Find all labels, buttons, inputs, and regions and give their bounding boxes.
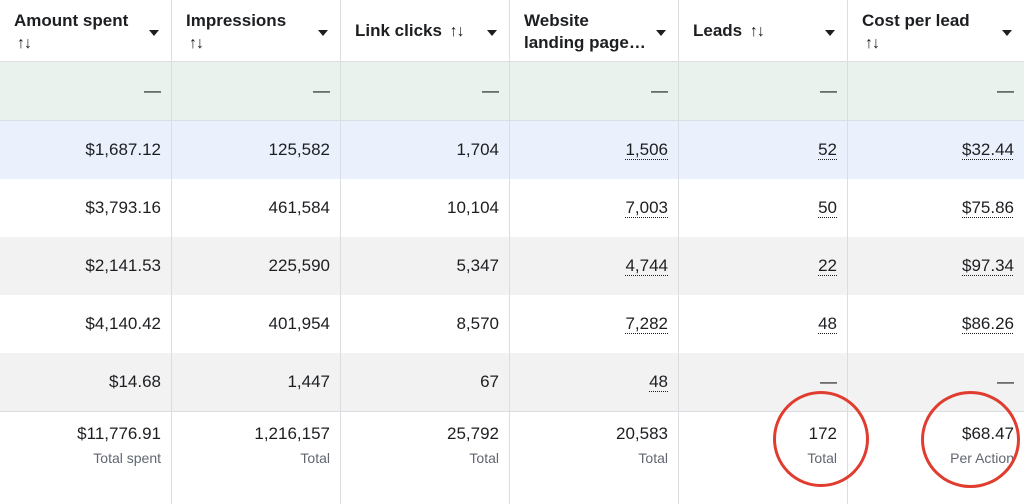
total-cell: 20,583 Total <box>510 412 679 504</box>
total-value: $11,776.91 <box>77 424 161 443</box>
summary-row: — — — — — — <box>0 62 1024 121</box>
sort-icon[interactable]: ↑↓ <box>189 35 204 52</box>
total-cell: 1,216,157 Total <box>172 412 341 504</box>
cell-leads: — <box>820 372 837 391</box>
cell-amount-spent: $4,140.42 <box>0 295 172 353</box>
cell-landing-page-views[interactable]: 48 <box>649 372 668 391</box>
total-label: Total spent <box>93 450 161 466</box>
empty-value: — <box>482 81 499 100</box>
cell-leads[interactable]: 50 <box>818 198 837 217</box>
total-cell: $11,776.91 Total spent <box>0 412 172 504</box>
col-header-label: Cost per lead <box>862 11 970 30</box>
cell-impressions: 125,582 <box>172 121 341 179</box>
total-value: 172 <box>808 424 837 443</box>
total-value: 20,583 <box>616 424 668 443</box>
chevron-down-icon[interactable] <box>1002 30 1012 36</box>
total-value: $68.47 <box>962 424 1014 443</box>
total-label: Total <box>300 450 330 466</box>
col-header-label: Website landing page… <box>524 11 646 52</box>
chevron-down-icon[interactable] <box>149 30 159 36</box>
total-label: Total <box>807 450 837 466</box>
col-header-link-clicks[interactable]: Link clicks ↑↓ <box>341 0 510 61</box>
empty-value: — <box>144 81 161 100</box>
col-header-leads[interactable]: Leads ↑↓ <box>679 0 848 61</box>
col-header-label: Link clicks <box>355 21 442 40</box>
cell-link-clicks: 10,104 <box>341 179 510 237</box>
cell-amount-spent: $2,141.53 <box>0 237 172 295</box>
cell-impressions: 1,447 <box>172 353 341 411</box>
cell-cost-per-lead: — <box>997 372 1014 391</box>
cell-link-clicks: 8,570 <box>341 295 510 353</box>
sort-icon[interactable]: ↑↓ <box>17 35 32 52</box>
table-header: Amount spent ↑↓ Impressions ↑↓ Link clicks… <box>0 0 1024 62</box>
total-label: Per Action <box>950 450 1014 466</box>
chevron-down-icon[interactable] <box>487 30 497 36</box>
cell-leads[interactable]: 48 <box>818 314 837 333</box>
cell-landing-page-views[interactable]: 7,003 <box>625 198 668 217</box>
sort-icon[interactable]: ↑↓ <box>865 35 880 52</box>
chevron-down-icon[interactable] <box>825 30 835 36</box>
empty-value: — <box>651 81 668 100</box>
cell-impressions: 461,584 <box>172 179 341 237</box>
col-header-impressions[interactable]: Impressions ↑↓ <box>172 0 341 61</box>
col-header-cost-per-lead[interactable]: Cost per lead ↑↓ <box>848 0 1024 61</box>
cell-cost-per-lead[interactable]: $32.44 <box>962 140 1014 159</box>
col-header-website-landing-page[interactable]: Website landing page… <box>510 0 679 61</box>
cell-link-clicks: 5,347 <box>341 237 510 295</box>
cell-link-clicks: 1,704 <box>341 121 510 179</box>
col-header-amount-spent[interactable]: Amount spent ↑↓ <box>0 0 172 61</box>
cell-landing-page-views[interactable]: 4,744 <box>625 256 668 275</box>
total-value: 25,792 <box>447 424 499 443</box>
totals-row: $11,776.91 Total spent 1,216,157 Total 2… <box>0 411 1024 504</box>
total-value: 1,216,157 <box>254 424 330 443</box>
empty-value: — <box>997 81 1014 100</box>
chevron-down-icon[interactable] <box>318 30 328 36</box>
sort-icon[interactable]: ↑↓ <box>749 23 765 40</box>
chevron-down-icon[interactable] <box>656 30 666 36</box>
empty-value: — <box>820 81 837 100</box>
cell-link-clicks: 67 <box>341 353 510 411</box>
total-cell: 25,792 Total <box>341 412 510 504</box>
table-row[interactable]: $4,140.42 401,954 8,570 7,282 48 $86.26 <box>0 295 1024 353</box>
col-header-label: Leads <box>693 21 743 40</box>
cell-amount-spent: $1,687.12 <box>0 121 172 179</box>
table-row[interactable]: $1,687.12 125,582 1,704 1,506 52 $32.44 <box>0 121 1024 179</box>
cell-cost-per-lead[interactable]: $86.26 <box>962 314 1014 333</box>
total-cell: $68.47 Per Action <box>848 412 1024 504</box>
cell-impressions: 225,590 <box>172 237 341 295</box>
cell-cost-per-lead[interactable]: $75.86 <box>962 198 1014 217</box>
empty-value: — <box>313 81 330 100</box>
sort-icon[interactable]: ↑↓ <box>449 23 465 40</box>
cell-amount-spent: $14.68 <box>0 353 172 411</box>
total-label: Total <box>469 450 499 466</box>
total-cell: 172 Total <box>679 412 848 504</box>
table-row[interactable]: $14.68 1,447 67 48 — — <box>0 353 1024 411</box>
col-header-label: Impressions <box>186 11 287 30</box>
total-label: Total <box>638 450 668 466</box>
cell-cost-per-lead[interactable]: $97.34 <box>962 256 1014 275</box>
col-header-label: Amount spent <box>14 11 129 30</box>
table-row[interactable]: $3,793.16 461,584 10,104 7,003 50 $75.86 <box>0 179 1024 237</box>
cell-landing-page-views[interactable]: 7,282 <box>625 314 668 333</box>
cell-amount-spent: $3,793.16 <box>0 179 172 237</box>
cell-leads[interactable]: 22 <box>818 256 837 275</box>
cell-landing-page-views[interactable]: 1,506 <box>625 140 668 159</box>
cell-impressions: 401,954 <box>172 295 341 353</box>
cell-leads[interactable]: 52 <box>818 140 837 159</box>
table-row[interactable]: $2,141.53 225,590 5,347 4,744 22 $97.34 <box>0 237 1024 295</box>
